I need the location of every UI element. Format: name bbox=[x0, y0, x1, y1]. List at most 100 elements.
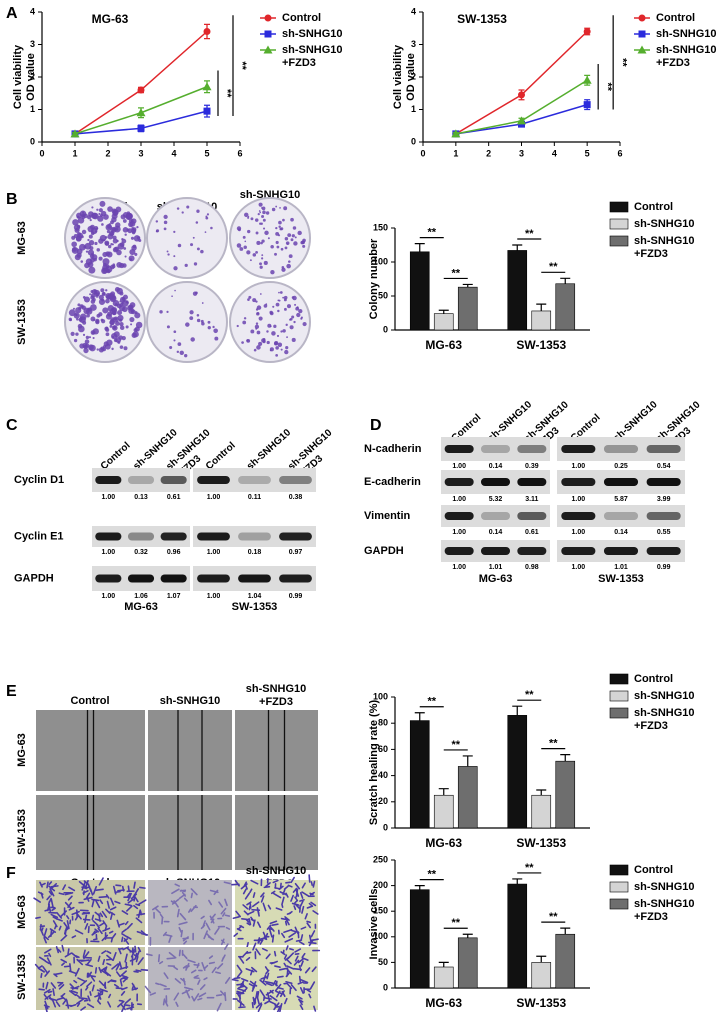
cell bbox=[270, 890, 276, 895]
cell bbox=[87, 884, 92, 892]
protein-label: Cyclin E1 bbox=[14, 530, 64, 542]
colony bbox=[83, 245, 87, 249]
cell bbox=[133, 970, 139, 973]
colony bbox=[284, 236, 289, 241]
colony bbox=[252, 253, 257, 257]
x-tick-label: 2 bbox=[486, 148, 491, 158]
cell bbox=[144, 985, 152, 994]
cell bbox=[185, 962, 190, 971]
colony bbox=[258, 210, 261, 212]
cell bbox=[66, 915, 70, 920]
colony bbox=[85, 250, 89, 253]
cell bbox=[61, 992, 66, 997]
colony bbox=[123, 346, 128, 351]
cell bbox=[168, 935, 172, 943]
cell bbox=[291, 902, 300, 906]
cell bbox=[94, 928, 99, 933]
cell bbox=[304, 913, 308, 920]
colony bbox=[195, 221, 199, 224]
cell bbox=[252, 901, 260, 908]
marker bbox=[264, 14, 272, 22]
blot-band bbox=[517, 445, 547, 453]
cell bbox=[124, 921, 129, 926]
colony bbox=[246, 250, 251, 255]
y-tick-label: 100 bbox=[373, 256, 388, 266]
cell bbox=[269, 995, 278, 1002]
cell bbox=[46, 957, 52, 966]
cell bbox=[135, 969, 142, 972]
cell bbox=[293, 905, 297, 911]
cell bbox=[127, 898, 134, 904]
band-value: 0.18 bbox=[248, 549, 262, 556]
cell bbox=[123, 937, 130, 945]
cell bbox=[119, 970, 127, 977]
cell bbox=[164, 1000, 169, 1007]
cell bbox=[116, 971, 121, 978]
legend-swatch bbox=[609, 864, 629, 876]
cell bbox=[224, 914, 231, 917]
colony bbox=[98, 208, 103, 213]
cell bbox=[220, 990, 227, 997]
colony bbox=[117, 314, 124, 321]
cell bbox=[44, 948, 52, 954]
cell bbox=[87, 971, 92, 978]
cell bbox=[110, 979, 117, 982]
colony bbox=[190, 337, 195, 342]
band-value: 0.13 bbox=[134, 494, 148, 501]
bar bbox=[531, 794, 552, 829]
colony bbox=[119, 262, 125, 269]
blot-band bbox=[95, 476, 122, 484]
cell bbox=[112, 951, 117, 961]
error-bar bbox=[560, 927, 571, 935]
marker bbox=[137, 86, 145, 94]
cell bbox=[44, 1005, 48, 1012]
cell bbox=[215, 994, 223, 997]
cell bbox=[74, 914, 79, 921]
cell bbox=[101, 910, 108, 918]
colony bbox=[100, 288, 105, 293]
blot-strip bbox=[92, 526, 190, 547]
cell bbox=[286, 912, 292, 915]
x-tick-label: 0 bbox=[420, 148, 425, 158]
cell bbox=[297, 981, 304, 985]
cell bbox=[173, 966, 179, 971]
colony bbox=[267, 237, 270, 240]
cell bbox=[118, 922, 125, 926]
cell bbox=[310, 881, 314, 886]
colony bbox=[267, 323, 272, 328]
cell bbox=[94, 918, 102, 922]
colony bbox=[207, 320, 211, 324]
row-header: SW-1353 bbox=[16, 954, 28, 1000]
cell bbox=[249, 902, 252, 909]
band-value: 0.99 bbox=[289, 593, 303, 600]
significance-label: ** bbox=[525, 228, 534, 240]
cell bbox=[304, 967, 311, 974]
colony bbox=[270, 270, 275, 275]
cell bbox=[249, 888, 253, 894]
cell bbox=[250, 918, 256, 922]
cell bbox=[310, 930, 316, 938]
blot-band bbox=[127, 532, 155, 541]
cell bbox=[82, 949, 86, 958]
cell bbox=[198, 992, 207, 998]
error-bar bbox=[462, 283, 473, 288]
band-value: 0.61 bbox=[167, 494, 181, 501]
colony bbox=[131, 230, 136, 235]
colony bbox=[276, 245, 280, 249]
scratch-image bbox=[36, 710, 145, 791]
bar bbox=[555, 933, 576, 989]
cell bbox=[168, 951, 177, 959]
cell bbox=[109, 911, 116, 916]
legend-label: sh-SNHG10 bbox=[634, 218, 695, 230]
band-value: 1.04 bbox=[248, 593, 262, 600]
cell bbox=[182, 965, 188, 969]
colony bbox=[181, 211, 184, 214]
cell bbox=[99, 912, 104, 918]
cell bbox=[203, 930, 209, 940]
blot-band bbox=[279, 532, 312, 541]
colony bbox=[85, 335, 90, 340]
colony bbox=[92, 297, 96, 302]
cell bbox=[188, 908, 192, 913]
colony bbox=[261, 254, 264, 257]
y-tick-label: 0 bbox=[30, 136, 35, 146]
